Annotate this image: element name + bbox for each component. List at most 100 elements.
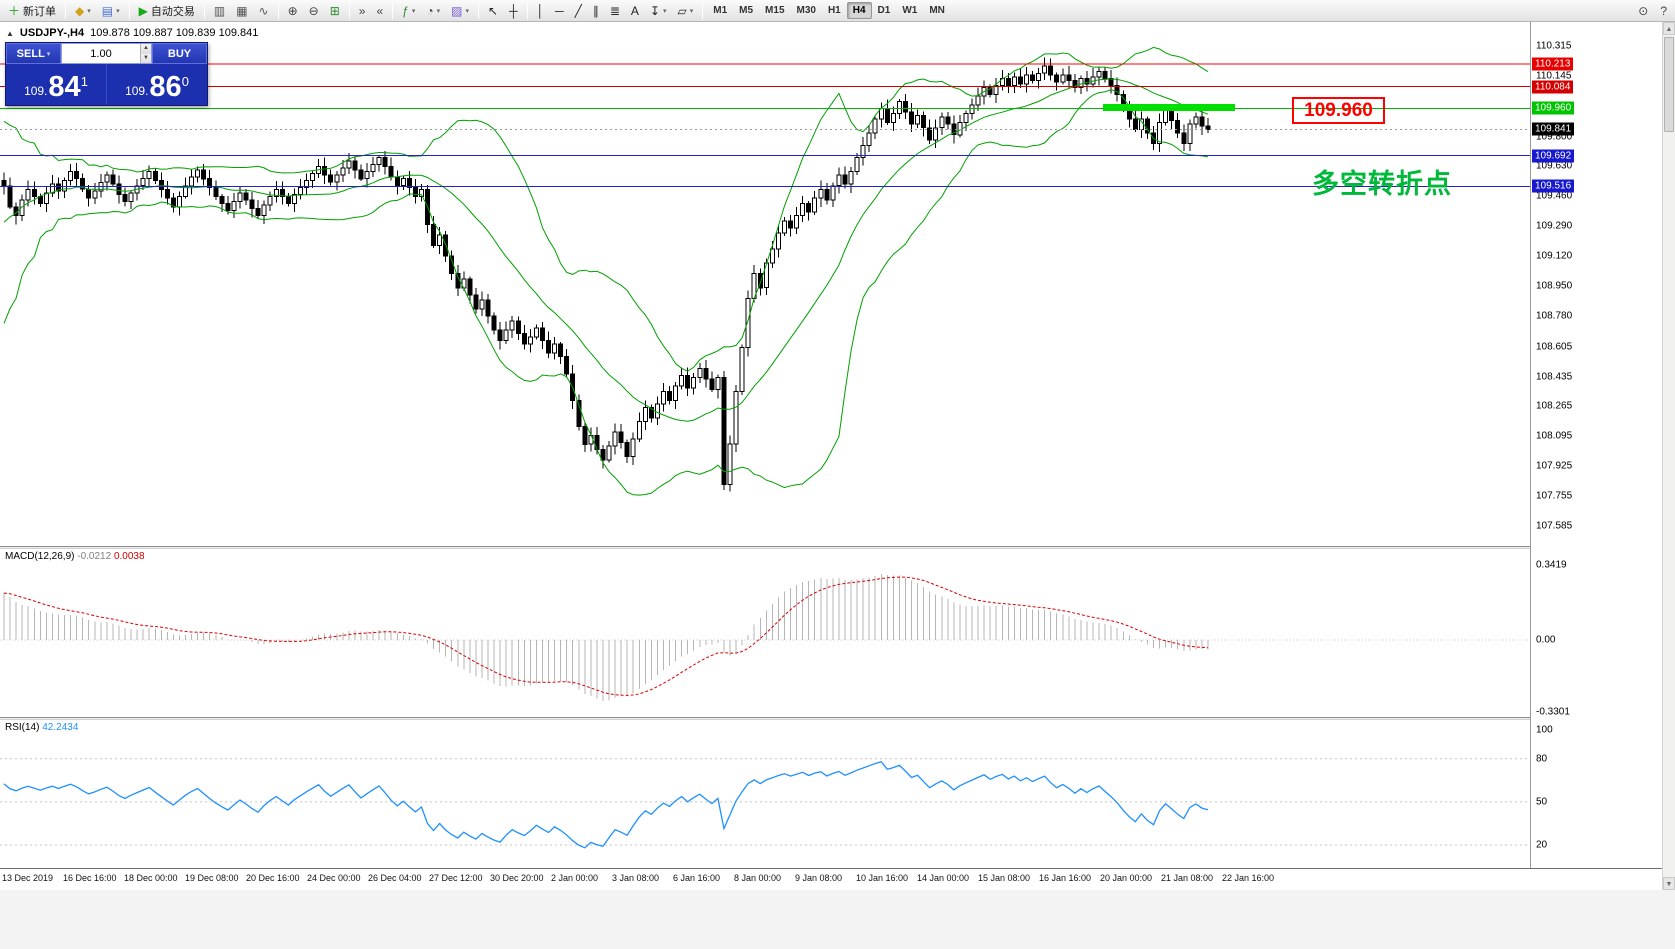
indicators-button[interactable]: ƒ ▾	[397, 2, 420, 20]
line-chart-button[interactable]: ∿	[254, 2, 274, 20]
timeframe-m30-button[interactable]: M30	[796, 5, 816, 16]
help-button[interactable]: ?	[1655, 2, 1672, 20]
price-level-chip-110.084: 110.084	[1532, 80, 1574, 94]
cursor-button[interactable]: ↖	[483, 2, 503, 20]
zoom-out-button[interactable]: ⊖	[304, 2, 324, 20]
timeframe-h4-button[interactable]: H4	[846, 2, 872, 19]
crosshair-button[interactable]: ┼	[504, 2, 523, 20]
macd-pane-separator[interactable]	[0, 546, 1662, 549]
auto-scroll-button[interactable]: »	[354, 2, 371, 20]
bid-price[interactable]: 109. 84 1	[6, 64, 107, 105]
ask-price[interactable]: 109. 86 0	[107, 64, 207, 105]
vertical-line-button[interactable]: │	[532, 2, 550, 20]
volume-box: ▲ ▼	[61, 43, 152, 64]
price-tick-label: 108.605	[1536, 341, 1573, 353]
scroll-down-button[interactable]: ▼	[1663, 877, 1675, 890]
templates-button[interactable]: ▨ ▾	[446, 2, 474, 20]
thick-green-level-line[interactable]	[1103, 104, 1235, 111]
rsi-value: 42.2434	[42, 722, 79, 733]
arrows-button[interactable]: ↧ ▾	[645, 2, 672, 20]
price-tick-label: 109.290	[1536, 220, 1573, 232]
timeframe-m5-button[interactable]: M5	[739, 5, 754, 16]
time-axis-label: 9 Jan 08:00	[795, 873, 843, 883]
candlestick-chart-icon: ▦	[236, 3, 248, 18]
text-button[interactable]: A	[626, 2, 644, 20]
search-icon: ⊙	[1638, 3, 1649, 18]
timeframe-m1-button[interactable]: M1	[713, 5, 728, 16]
ask-prefix: 109.	[125, 84, 149, 98]
price-tick-label: 109.120	[1536, 250, 1573, 262]
main-price-chart[interactable]	[0, 22, 1530, 546]
candlestick-chart-button[interactable]: ▦	[231, 2, 252, 20]
price-tick-label: 108.265	[1536, 400, 1573, 412]
timeframe-h1-button[interactable]: H1	[827, 5, 841, 16]
price-tick-label: 107.925	[1536, 460, 1573, 472]
crosshair-icon: ┼	[509, 3, 518, 18]
macd-label: MACD(12,26,9) -0.0212 0.0038	[5, 551, 145, 562]
shapes-button[interactable]: ▱ ▾	[672, 2, 698, 20]
scroll-up-button[interactable]: ▲	[1663, 22, 1675, 35]
trendline-button[interactable]: ╱	[570, 2, 587, 20]
volume-increase-button[interactable]: ▲	[141, 44, 151, 54]
dropdown-caret-icon: ▾	[87, 7, 91, 15]
buy-button-label: BUY	[167, 47, 192, 60]
time-axis-label: 30 Dec 20:00	[490, 873, 544, 883]
trade-panel-collapse-icon[interactable]: ▲	[6, 28, 14, 38]
time-axis-label: 16 Dec 16:00	[63, 873, 117, 883]
toolbar-separator	[203, 2, 205, 19]
timeframe-d1-button[interactable]: D1	[877, 5, 891, 16]
new-chart-icon: ◆	[75, 3, 85, 18]
price-level-annotation[interactable]: 109.960	[1292, 97, 1385, 124]
profiles-button[interactable]: ▤ ▾	[97, 2, 125, 20]
new-order-button[interactable]: ＋新订单	[3, 2, 61, 20]
price-tick-label: 108.435	[1536, 371, 1573, 383]
time-axis-label: 22 Jan 16:00	[1222, 873, 1275, 883]
volume-spinner: ▲ ▼	[140, 44, 151, 63]
time-axis-label: 16 Jan 16:00	[1039, 873, 1092, 883]
buy-button[interactable]: BUY	[152, 43, 207, 64]
volume-input[interactable]	[62, 44, 140, 63]
toolbar-separator	[392, 2, 394, 19]
rsi-axis-label: 20	[1536, 839, 1548, 851]
scrollbar-thumb[interactable]	[1664, 37, 1674, 132]
horizontal-line-button[interactable]: ─	[550, 2, 569, 20]
macd-indicator-chart[interactable]	[0, 549, 1530, 717]
search-button[interactable]: ⊙	[1633, 2, 1653, 20]
macd-axis-label: 0.00	[1536, 634, 1556, 646]
zoom-in-button[interactable]: ⊕	[283, 2, 303, 20]
dropdown-caret-icon: ▾	[116, 7, 120, 15]
toolbar-separator	[478, 2, 479, 19]
time-axis-label: 2 Jan 00:00	[551, 873, 599, 883]
bar-chart-button[interactable]: ▥	[209, 2, 230, 20]
periods-button[interactable]: ◔ ▾	[421, 2, 445, 20]
timeframe-m15-button[interactable]: M15	[765, 5, 785, 16]
rsi-pane-separator[interactable]	[0, 717, 1662, 720]
timeframe-mn-button[interactable]: MN	[929, 5, 945, 16]
channel-button[interactable]: ∥	[588, 2, 604, 20]
time-axis-label: 18 Dec 00:00	[124, 873, 178, 883]
auto-trading-button[interactable]: ▶ 自动交易	[134, 2, 200, 20]
time-axis-label: 15 Jan 08:00	[978, 873, 1031, 883]
price-tick-label: 108.780	[1536, 310, 1573, 322]
toolbar-right-group: ⊙?	[1633, 2, 1672, 20]
time-axis-label: 21 Jan 08:00	[1161, 873, 1214, 883]
rsi-axis-label: 80	[1536, 753, 1548, 765]
rsi-indicator-chart[interactable]	[0, 720, 1530, 868]
turning-point-annotation[interactable]: 多空转折点	[1312, 169, 1452, 199]
new-chart-button[interactable]: ◆ ▾	[70, 2, 96, 20]
macd-axis-label: -0.3301	[1536, 706, 1570, 718]
price-axis: 110.315 110.145 109.800 109.630 109.460 109.2…	[1530, 22, 1662, 868]
chart-shift-button[interactable]: «	[371, 2, 388, 20]
ohlc-values: 109.878 109.887 109.839 109.841	[90, 27, 259, 39]
main-toolbar: ＋新订单 ◆ ▾ ▤ ▾ ▶ 自动交易 ▥ ▦ ∿ ⊕ ⊖ ⊞» «ƒ ▾ ◔ ▾ ▨ ▾ ↖ ┼ │ ─ ╱ ∥ ≣ A ↧ ▾ ▱ ▾ M…	[0, 0, 1675, 22]
vertical-scrollbar[interactable]: ▲ ▼	[1662, 22, 1675, 890]
new-order-icon: ＋	[8, 3, 21, 18]
fibonacci-button[interactable]: ≣	[605, 2, 625, 20]
volume-decrease-button[interactable]: ▼	[141, 53, 151, 63]
tile-windows-button[interactable]: ⊞	[325, 2, 345, 20]
sell-button[interactable]: SELL ▾	[6, 43, 61, 64]
rsi-axis-label: 50	[1536, 796, 1548, 808]
price-tick-label: 110.315	[1536, 40, 1572, 52]
ask-big-digits: 86	[149, 71, 182, 104]
timeframe-w1-button[interactable]: W1	[902, 5, 918, 16]
